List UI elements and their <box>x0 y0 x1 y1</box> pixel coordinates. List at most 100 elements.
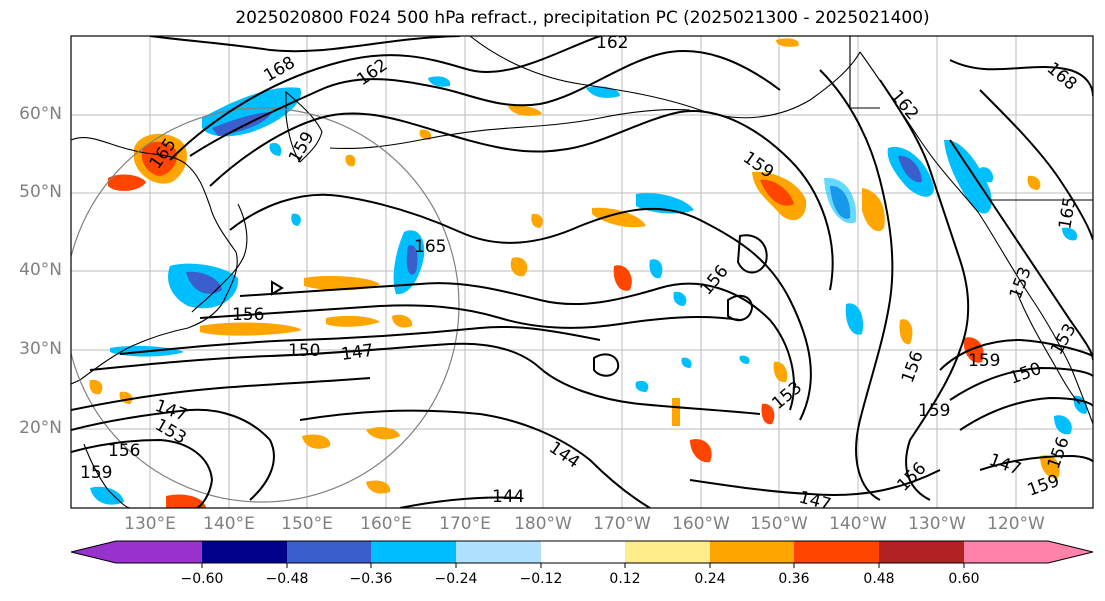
lat-label: 50°N <box>19 182 62 202</box>
colorbar-tick-label: 0.48 <box>863 571 895 587</box>
contour-line <box>169 36 601 161</box>
contour-line <box>71 377 371 411</box>
precip-negative-patch <box>845 303 864 335</box>
contour-line <box>399 496 521 508</box>
precip-negative-patch <box>406 245 418 275</box>
precip-positive-patch <box>899 319 913 345</box>
precip-positive-patch <box>419 129 432 140</box>
precip-negative-patch <box>291 213 301 226</box>
precip-positive-patch <box>592 207 646 228</box>
colorbar-extend-high <box>1048 541 1093 563</box>
precip-positive-patch <box>108 174 146 191</box>
precip-positive-patch <box>531 213 543 228</box>
contour-label: 156 <box>232 305 264 325</box>
colorbar-extend-low <box>71 541 116 563</box>
precip-positive-patch <box>773 361 788 383</box>
colorbar-tick-label: −0.12 <box>519 571 563 587</box>
precip-negative-patch <box>898 155 922 183</box>
precip-negative-patch <box>681 357 692 368</box>
contour-line <box>879 79 970 501</box>
precip-negative-patch <box>673 291 687 306</box>
lon-label: 160°W <box>672 514 730 534</box>
lon-label: 120°W <box>987 514 1045 534</box>
map-frame <box>70 35 1094 509</box>
map-title: 2025020800 F024 500 hPa refract., precip… <box>235 8 930 28</box>
precip-positive-patch <box>776 38 799 47</box>
contour-line <box>949 366 1093 401</box>
precip-positive-patch <box>1040 455 1060 479</box>
colorbar-tick-label: −0.60 <box>180 571 224 587</box>
colorbar-tick-label: 0.36 <box>778 571 810 587</box>
precip-positive-patch <box>141 141 177 176</box>
colorbar-segment <box>202 541 287 563</box>
coastline-japan <box>191 203 248 313</box>
contour-line <box>149 36 461 53</box>
lon-label: 140°W <box>829 514 887 534</box>
lon-label: 170°W <box>593 514 651 534</box>
precip-negative-patch <box>824 177 857 224</box>
contour-line <box>689 469 941 496</box>
colorbar-tick-label: −0.48 <box>265 571 309 587</box>
precip-negative-patch <box>944 139 992 214</box>
precip-positive-patch <box>672 398 680 426</box>
lat-label: 40°N <box>19 260 62 280</box>
lon-label: 150°E <box>281 514 333 534</box>
precip-positive-patch <box>392 314 413 328</box>
colorbar-segment <box>287 541 371 563</box>
precip-positive-patch <box>166 494 206 508</box>
contour-line <box>979 454 1093 471</box>
contour-label: 159 <box>968 351 1000 371</box>
colorbar-segment <box>541 541 625 563</box>
contour-label: 147 <box>340 341 375 365</box>
precip-positive-patch <box>613 265 632 291</box>
lon-label: 130°W <box>908 514 966 534</box>
contour-line <box>199 304 741 329</box>
contour-line <box>727 294 754 322</box>
lon-label: 180°W <box>514 514 572 534</box>
colorbar-tick-label: −0.36 <box>349 571 393 587</box>
precip-negative-patch <box>739 355 750 364</box>
lat-label: 30°N <box>19 339 62 359</box>
contour-label: 159 <box>80 463 112 483</box>
precip-negative-patch <box>1054 415 1072 435</box>
contour-line <box>736 234 768 274</box>
contour-line <box>239 282 795 411</box>
colorbar-tick-label: 0.12 <box>609 571 641 587</box>
contour-line <box>89 342 761 415</box>
colorbar-segment <box>879 541 964 563</box>
precip-positive-patch <box>345 154 356 167</box>
lon-label: 170°E <box>439 514 491 534</box>
contour-label: 150 <box>288 341 320 361</box>
lon-label: 140°E <box>203 514 255 534</box>
contour-label: 156 <box>108 441 140 461</box>
contour-line <box>819 69 894 501</box>
colorbar-tick-label: 0.60 <box>948 571 980 587</box>
precip-positive-patch <box>326 315 380 327</box>
precip-positive-patch <box>760 179 794 206</box>
contour-line <box>71 438 214 508</box>
precip-positive-patch <box>89 379 103 395</box>
lon-label: 160°E <box>360 514 412 534</box>
colorbar-segment <box>625 541 710 563</box>
precip-positive-patch <box>761 403 775 425</box>
refractivity-contours <box>71 36 1093 508</box>
precip-positive-patch <box>690 439 712 463</box>
colorbar-segment <box>964 541 1048 563</box>
lon-label: 150°W <box>750 514 808 534</box>
coastline-kamchatka <box>285 90 323 163</box>
precip-positive-patch <box>862 188 885 232</box>
coastline-baja <box>1015 289 1081 405</box>
domain-circle <box>71 107 460 503</box>
contour-label: 144 <box>492 487 524 507</box>
contour-line <box>949 59 1093 97</box>
coastline-aleutians <box>329 108 691 150</box>
colorbar-segment <box>116 541 202 563</box>
precip-positive-patch <box>510 257 528 277</box>
contour-label: 159 <box>918 401 950 421</box>
lat-label: 60°N <box>19 104 62 124</box>
contour-line <box>979 89 1093 241</box>
precip-negative-patch <box>649 259 663 279</box>
colorbar-tick-label: 0.24 <box>694 571 726 587</box>
contour-line <box>949 139 1093 361</box>
precip-negative-patch <box>428 76 451 87</box>
